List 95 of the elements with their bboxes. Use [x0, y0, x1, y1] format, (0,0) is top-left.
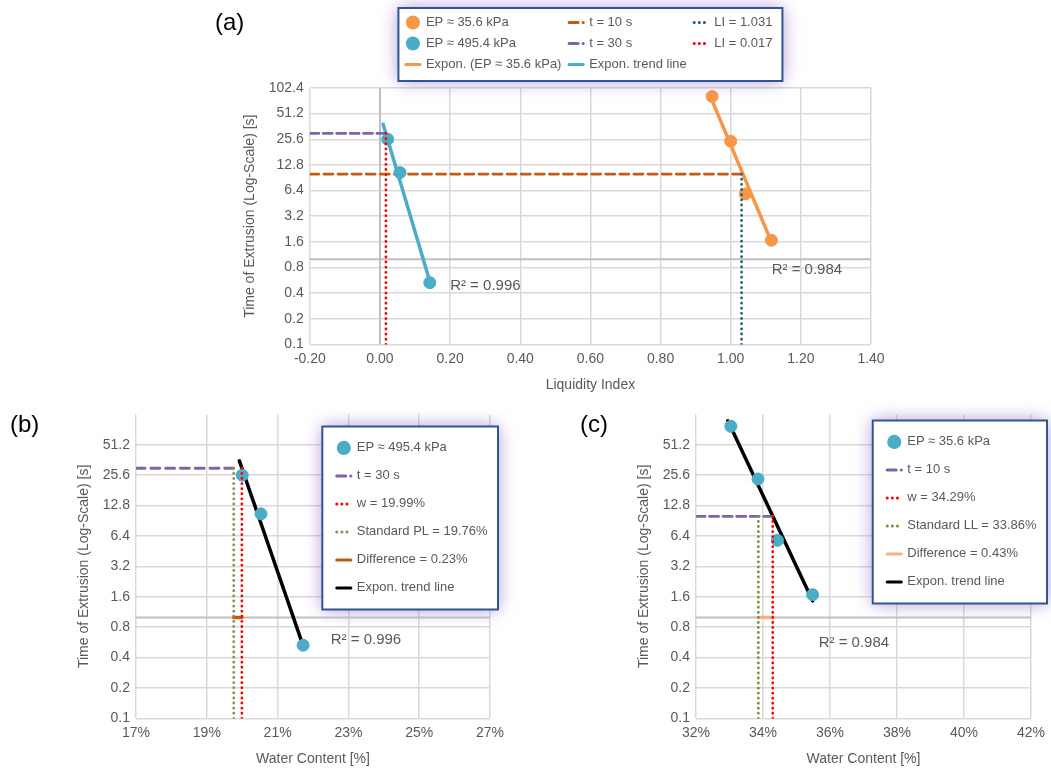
x-tick-label: 0.00 [366, 349, 394, 366]
y-tick-label: 12.8 [662, 496, 691, 513]
annotation: R² = 0.996 [450, 275, 521, 293]
y-tick-label: 0.4 [110, 648, 131, 665]
x-tick-label: 42% [1016, 723, 1046, 740]
y-tick-label: 0.1 [284, 335, 305, 352]
x-tick-label: 40% [949, 723, 979, 740]
point [254, 507, 268, 521]
chart-title: (c) [580, 410, 608, 438]
y-tick-label: 0.4 [284, 283, 305, 300]
y-tick-label: 6.4 [670, 526, 691, 543]
point [764, 233, 778, 247]
x-tick-label: 0.20 [436, 349, 464, 366]
x-tick-label: -0.20 [293, 349, 326, 366]
legend-label: EP ≈ 35.6 kPa [425, 14, 510, 30]
legend-label: Standard PL = 19.76% [356, 523, 488, 539]
annotation: R² = 0.996 [330, 629, 402, 647]
x-tick-label: 17% [122, 723, 151, 740]
x-axis-title: Water Content [%] [806, 750, 921, 767]
legend-label: t = 10 s [589, 14, 633, 30]
legend-label: LI = 0.017 [714, 35, 773, 51]
y-tick-label: 3.2 [284, 207, 305, 224]
chart-title: (b) [10, 410, 40, 438]
x-tick-label: 27% [475, 723, 505, 740]
legend-label: Difference = 0.43% [907, 545, 1019, 561]
legend-label: EP ≈ 35.6 kPa [907, 433, 991, 449]
y-axis-title: Time of Extrusion (Log-Scale) [s] [635, 464, 652, 669]
point [393, 166, 407, 180]
x-tick-label: 36% [816, 723, 845, 740]
y-tick-label: 0.8 [670, 618, 691, 635]
legend-label: w = 34.29% [906, 489, 976, 505]
point [751, 472, 765, 486]
legend-label: Standard LL = 33.86% [907, 517, 1037, 533]
y-tick-label: 0.4 [670, 648, 691, 665]
y-tick-label: 25.6 [276, 130, 305, 147]
legend-label: EP ≈ 495.4 kPa [425, 35, 517, 51]
y-tick-label: 51.2 [662, 435, 691, 452]
legend-label: Expon. (EP ≈ 35.6 kPa) [425, 56, 562, 72]
point [705, 89, 719, 103]
legend-label: LI = 1.031 [714, 14, 773, 30]
x-tick-label: 23% [334, 723, 363, 740]
y-axis-title: Time of Extrusion (Log-Scale) [s] [75, 464, 92, 669]
y-tick-label: 12.8 [102, 496, 131, 513]
y-axis-title: Time of Extrusion (Log-Scale) [s] [241, 114, 258, 318]
y-tick-label: 6.4 [110, 526, 131, 543]
y-tick-label: 1.6 [110, 587, 131, 604]
x-axis-title: Water Content [%] [256, 750, 370, 767]
y-tick-label: 25.6 [662, 466, 691, 483]
chart-title: (a) [215, 8, 245, 36]
y-tick-label: 0.1 [110, 709, 131, 726]
y-tick-label: 51.2 [276, 104, 305, 121]
x-tick-label: 34% [749, 723, 778, 740]
y-tick-label: 25.6 [102, 466, 131, 483]
x-tick-label: 0.80 [646, 349, 675, 366]
y-tick-label: 1.6 [284, 232, 305, 249]
x-tick-label: 38% [883, 723, 912, 740]
x-tick-label: 32% [682, 723, 711, 740]
legend-label: t = 30 s [589, 35, 633, 51]
x-tick-label: 1.20 [787, 349, 815, 366]
y-tick-label: 0.1 [670, 709, 691, 726]
x-tick-label: 19% [192, 723, 221, 740]
y-tick-label: 3.2 [110, 557, 131, 574]
y-tick-label: 0.2 [670, 678, 691, 695]
legend-label: t = 10 s [907, 461, 951, 477]
y-tick-label: 0.8 [284, 258, 305, 275]
legend-label: Difference = 0.23% [356, 551, 468, 567]
point [296, 638, 310, 652]
y-tick-label: 12.8 [276, 155, 305, 172]
y-tick-label: 0.2 [110, 678, 131, 695]
legend-label: Expon. trend line [907, 573, 1005, 589]
x-tick-label: 1.00 [717, 349, 745, 366]
y-tick-label: 3.2 [670, 557, 691, 574]
x-tick-label: 1.40 [857, 349, 885, 366]
x-tick-label: 25% [405, 723, 434, 740]
x-tick-label: 0.40 [506, 349, 535, 366]
legend-label: t = 30 s [356, 467, 401, 483]
y-tick-label: 6.4 [284, 181, 305, 198]
y-tick-label: 0.8 [110, 618, 131, 635]
annotation: R² = 0.984 [818, 632, 890, 650]
legend-label: EP ≈ 495.4 kPa [356, 439, 448, 455]
annotation: R² = 0.984 [771, 260, 843, 278]
x-tick-label: 0.60 [576, 349, 605, 366]
x-tick-label: 21% [263, 723, 292, 740]
point [724, 419, 738, 433]
y-tick-label: 1.6 [670, 587, 691, 604]
y-tick-label: 0.2 [284, 309, 305, 326]
point [724, 134, 738, 148]
y-tick-label: 51.2 [102, 435, 131, 452]
point [423, 276, 437, 290]
point [806, 588, 820, 602]
legend-label: Expon. trend line [356, 579, 455, 595]
x-axis-title: Liquidity Index [545, 376, 636, 393]
legend-label: Expon. trend line [589, 56, 687, 72]
y-tick-label: 102.4 [268, 78, 305, 95]
legend-label: w = 19.99% [355, 495, 426, 511]
